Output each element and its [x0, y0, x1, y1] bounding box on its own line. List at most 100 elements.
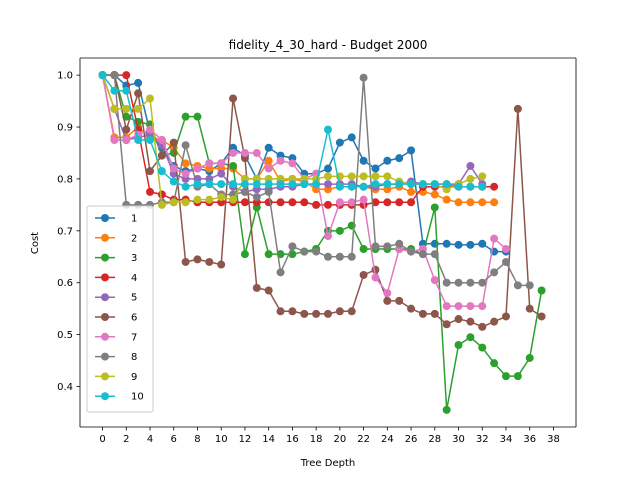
y-tick-label-2: 0.6: [57, 278, 73, 289]
data-point-9-3: [134, 104, 143, 113]
y-tick-label-3: 0.7: [57, 226, 73, 237]
data-point-7-34: [501, 244, 510, 253]
data-point-8-16: [288, 242, 297, 251]
data-point-8-14: [264, 187, 273, 196]
data-point-8-20: [335, 252, 344, 261]
data-point-6-15: [276, 307, 285, 316]
legend-item-8: 8: [95, 352, 137, 363]
data-point-10-14: [264, 180, 273, 189]
data-point-6-22: [359, 270, 368, 279]
data-point-4-26: [407, 198, 416, 207]
legend-item-6: 6: [95, 313, 137, 324]
data-point-9-2: [122, 104, 131, 113]
data-point-1-32: [478, 239, 487, 248]
data-point-7-13: [252, 148, 261, 157]
data-point-2-31: [466, 198, 475, 207]
data-point-3-31: [466, 333, 475, 342]
data-point-7-11: [229, 148, 238, 157]
data-point-7-19: [324, 232, 332, 241]
legend-label-2: 2: [131, 233, 137, 244]
data-point-4-15: [276, 198, 285, 207]
series-6: [98, 71, 546, 331]
data-point-6-19: [324, 309, 332, 318]
data-point-3-7: [181, 112, 190, 121]
data-point-9-22: [359, 172, 368, 181]
legend-item-3: 3: [95, 253, 137, 264]
x-tick-label-4: 4: [147, 434, 153, 445]
data-point-6-33: [490, 317, 499, 326]
data-point-3-36: [525, 353, 534, 362]
data-point-4-17: [300, 198, 309, 207]
legend-label-8: 8: [131, 352, 137, 363]
data-point-9-32: [478, 172, 487, 181]
data-point-1-26: [407, 146, 416, 155]
data-point-10-20: [335, 182, 344, 191]
data-point-2-33: [490, 198, 499, 207]
x-tick-label-22: 22: [357, 434, 370, 445]
legend-marker-6: [101, 313, 109, 321]
legend-marker-4: [101, 273, 109, 282]
x-tick-label-32: 32: [476, 434, 489, 445]
data-point-10-29: [442, 180, 451, 189]
data-point-1-30: [454, 240, 463, 249]
data-point-7-15: [276, 156, 285, 165]
data-point-2-29: [442, 195, 451, 204]
data-point-7-7: [181, 169, 190, 178]
data-point-7-29: [442, 302, 451, 311]
data-point-7-4: [146, 125, 155, 134]
data-point-6-26: [407, 304, 416, 313]
data-point-10-2: [122, 86, 131, 95]
data-point-7-32: [478, 302, 487, 311]
y-axis: 0.4 0.5 0.6 0.7 0.8 0.9 1.0: [57, 71, 80, 393]
data-point-2-26: [407, 187, 416, 196]
data-point-1-21: [347, 133, 356, 142]
data-point-5-10: [217, 169, 226, 178]
data-point-7-21: [347, 198, 356, 207]
data-point-6-32: [478, 322, 487, 331]
series-line-2: [101, 74, 495, 204]
data-point-4-4: [146, 187, 155, 196]
data-point-7-28: [430, 276, 439, 285]
legend-item-1: 1: [95, 214, 137, 225]
y-tick-label-6: 1.0: [57, 71, 73, 82]
y-tick-label-4: 0.8: [57, 174, 73, 185]
data-point-7-6: [169, 164, 178, 173]
data-point-1-29: [442, 239, 451, 248]
data-point-10-4: [146, 136, 155, 144]
data-point-10-27: [418, 180, 427, 189]
data-point-7-5: [157, 136, 166, 144]
data-point-4-25: [395, 198, 404, 207]
data-point-6-24: [383, 296, 392, 305]
x-tick-label-36: 36: [523, 434, 536, 445]
data-point-6-21: [347, 307, 356, 316]
data-point-6-28: [430, 309, 439, 318]
legend-label-5: 5: [131, 293, 137, 304]
data-point-1-3: [134, 78, 143, 87]
legend-label-4: 4: [131, 273, 137, 284]
data-point-8-19: [324, 252, 332, 261]
legend-label-3: 3: [131, 253, 137, 264]
data-point-4-18: [312, 200, 321, 209]
legend-marker-8: [101, 352, 109, 361]
data-point-3-22: [359, 244, 368, 253]
legend-marker-1: [101, 214, 109, 222]
data-point-6-13: [252, 283, 261, 292]
data-point-6-5: [157, 151, 166, 160]
data-point-2-32: [478, 198, 487, 207]
data-point-10-6: [169, 177, 178, 186]
data-point-7-10: [217, 159, 226, 168]
data-point-6-25: [395, 296, 404, 305]
data-point-7-23: [371, 273, 380, 282]
data-point-3-14: [264, 250, 273, 259]
data-point-3-35: [513, 372, 522, 381]
data-point-9-5: [157, 200, 166, 209]
legend-marker-5: [101, 293, 109, 302]
data-point-10-32: [478, 182, 487, 191]
data-point-10-26: [407, 180, 416, 189]
data-point-9-6: [169, 198, 178, 207]
data-point-2-28: [430, 190, 439, 199]
data-point-3-33: [490, 359, 499, 368]
data-point-4-16: [288, 198, 297, 207]
series-line-4: [102, 74, 495, 206]
data-point-9-19: [324, 172, 332, 181]
